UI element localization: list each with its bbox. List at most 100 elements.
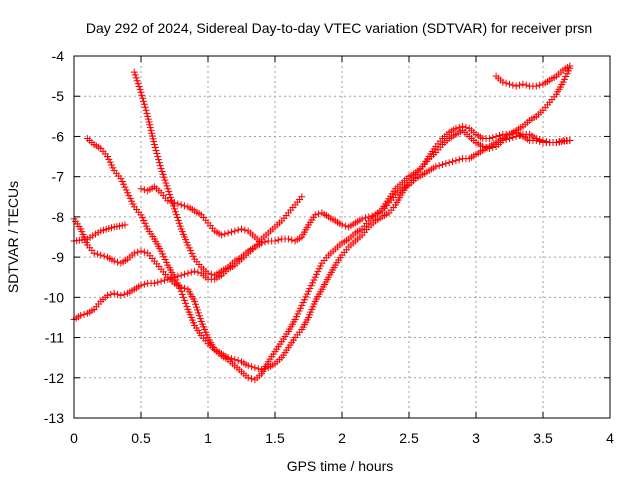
data-point xyxy=(174,216,182,224)
x-axis-label: GPS time / hours xyxy=(287,458,394,474)
x-tick-label: 3 xyxy=(472,430,480,446)
data-point xyxy=(143,109,151,117)
data-point xyxy=(142,106,150,114)
data-series xyxy=(70,221,129,245)
x-tick-label: 3.5 xyxy=(533,430,553,446)
data-series xyxy=(130,64,574,279)
data-point xyxy=(130,68,138,76)
data-point xyxy=(542,137,550,145)
data-point xyxy=(258,239,266,247)
data-point xyxy=(449,158,457,166)
data-point xyxy=(435,162,443,170)
data-point xyxy=(132,74,140,82)
data-point xyxy=(536,135,544,143)
data-point xyxy=(221,230,229,238)
data-point xyxy=(191,267,199,275)
x-tick-label: 1.5 xyxy=(265,430,285,446)
data-point xyxy=(174,272,182,280)
data-point xyxy=(171,199,178,207)
data-point xyxy=(104,291,111,299)
data-point xyxy=(452,157,460,165)
data-point xyxy=(284,235,292,243)
x-tick-label: 0 xyxy=(70,430,78,446)
data-point xyxy=(196,315,204,323)
data-point xyxy=(244,362,252,370)
data-point xyxy=(174,200,182,208)
data-point xyxy=(182,299,190,307)
data-points xyxy=(70,62,574,384)
data-point xyxy=(150,279,158,287)
data-point xyxy=(137,247,145,255)
data-point xyxy=(298,193,306,201)
axis-ticks: 0 0.5 1 1.5 2 2.5 3 3.5 4 -13 -12 -11 -10 -9 -8 -7 -6 -5 -… xyxy=(44,48,614,446)
data-point xyxy=(489,133,497,141)
data-point xyxy=(516,131,524,139)
data-point xyxy=(519,80,527,88)
data-point xyxy=(175,219,183,227)
data-point xyxy=(165,188,173,196)
data-point xyxy=(566,62,574,70)
data-point xyxy=(234,226,242,234)
data-point xyxy=(90,249,98,257)
data-point xyxy=(338,221,346,229)
data-point xyxy=(179,293,187,301)
data-point xyxy=(172,211,180,219)
data-point xyxy=(93,250,101,258)
data-point xyxy=(161,176,169,184)
data-point xyxy=(231,356,239,364)
data-point xyxy=(177,287,185,295)
data-point xyxy=(110,289,118,297)
data-point xyxy=(191,297,199,305)
data-point xyxy=(181,202,189,210)
x-tick-label: 1 xyxy=(204,430,212,446)
data-point xyxy=(455,156,463,164)
data-point xyxy=(193,303,201,311)
data-point xyxy=(271,237,279,245)
data-point xyxy=(181,296,189,304)
data-point xyxy=(177,201,185,209)
data-point xyxy=(224,229,232,237)
data-point xyxy=(522,81,530,89)
data-point xyxy=(167,198,175,206)
data-point xyxy=(137,185,145,193)
y-tick-label: -4 xyxy=(52,48,65,64)
data-point xyxy=(261,238,269,246)
data-point xyxy=(195,312,203,320)
data-point xyxy=(509,133,517,141)
data-point xyxy=(150,140,158,148)
data-point xyxy=(566,136,574,144)
data-point xyxy=(120,290,128,298)
data-point xyxy=(100,252,108,260)
data-point xyxy=(204,269,212,277)
data-point xyxy=(358,215,366,223)
data-point xyxy=(153,150,161,158)
data-point xyxy=(164,185,172,193)
data-point xyxy=(171,208,179,216)
data-point xyxy=(110,257,118,265)
data-point xyxy=(154,278,162,286)
data-point xyxy=(368,212,376,220)
data-point xyxy=(187,268,195,276)
data-point xyxy=(432,163,440,171)
data-point xyxy=(509,81,517,89)
y-tick-label: -7 xyxy=(52,169,65,185)
data-series xyxy=(70,122,574,374)
data-point xyxy=(311,211,319,219)
data-point xyxy=(227,228,235,236)
data-point xyxy=(539,136,547,144)
data-point xyxy=(495,131,503,139)
data-point xyxy=(77,311,85,319)
data-point xyxy=(254,365,262,373)
data-point xyxy=(194,268,202,276)
data-point xyxy=(152,147,160,155)
data-point xyxy=(361,214,369,222)
data-point xyxy=(184,269,192,277)
data-point xyxy=(164,197,172,205)
data-point xyxy=(502,79,510,87)
data-point xyxy=(140,97,148,105)
data-point xyxy=(97,251,105,259)
data-point xyxy=(140,248,148,256)
data-point xyxy=(138,91,146,99)
